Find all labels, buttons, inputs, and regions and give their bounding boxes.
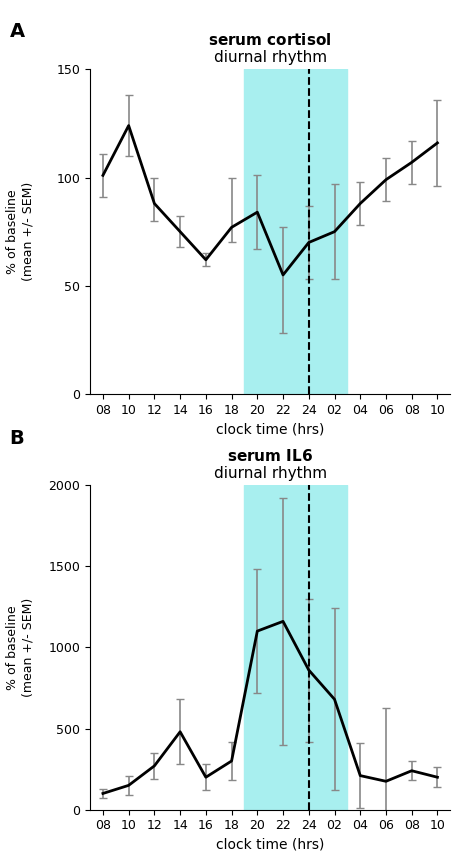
Title: $\mathbf{serum\ IL6}$
diurnal rhythm: $\mathbf{serum\ IL6}$ diurnal rhythm <box>214 448 327 481</box>
X-axis label: clock time (hrs): clock time (hrs) <box>216 423 324 436</box>
Y-axis label: % of baseline
(mean +/- SEM): % of baseline (mean +/- SEM) <box>6 182 34 281</box>
Title: $\mathbf{serum\ cortisol}$
diurnal rhythm: $\mathbf{serum\ cortisol}$ diurnal rhyth… <box>209 32 332 65</box>
Text: A: A <box>9 22 25 41</box>
Y-axis label: % of baseline
(mean +/- SEM): % of baseline (mean +/- SEM) <box>6 598 34 697</box>
X-axis label: clock time (hrs): clock time (hrs) <box>216 838 324 852</box>
Text: B: B <box>9 429 24 448</box>
